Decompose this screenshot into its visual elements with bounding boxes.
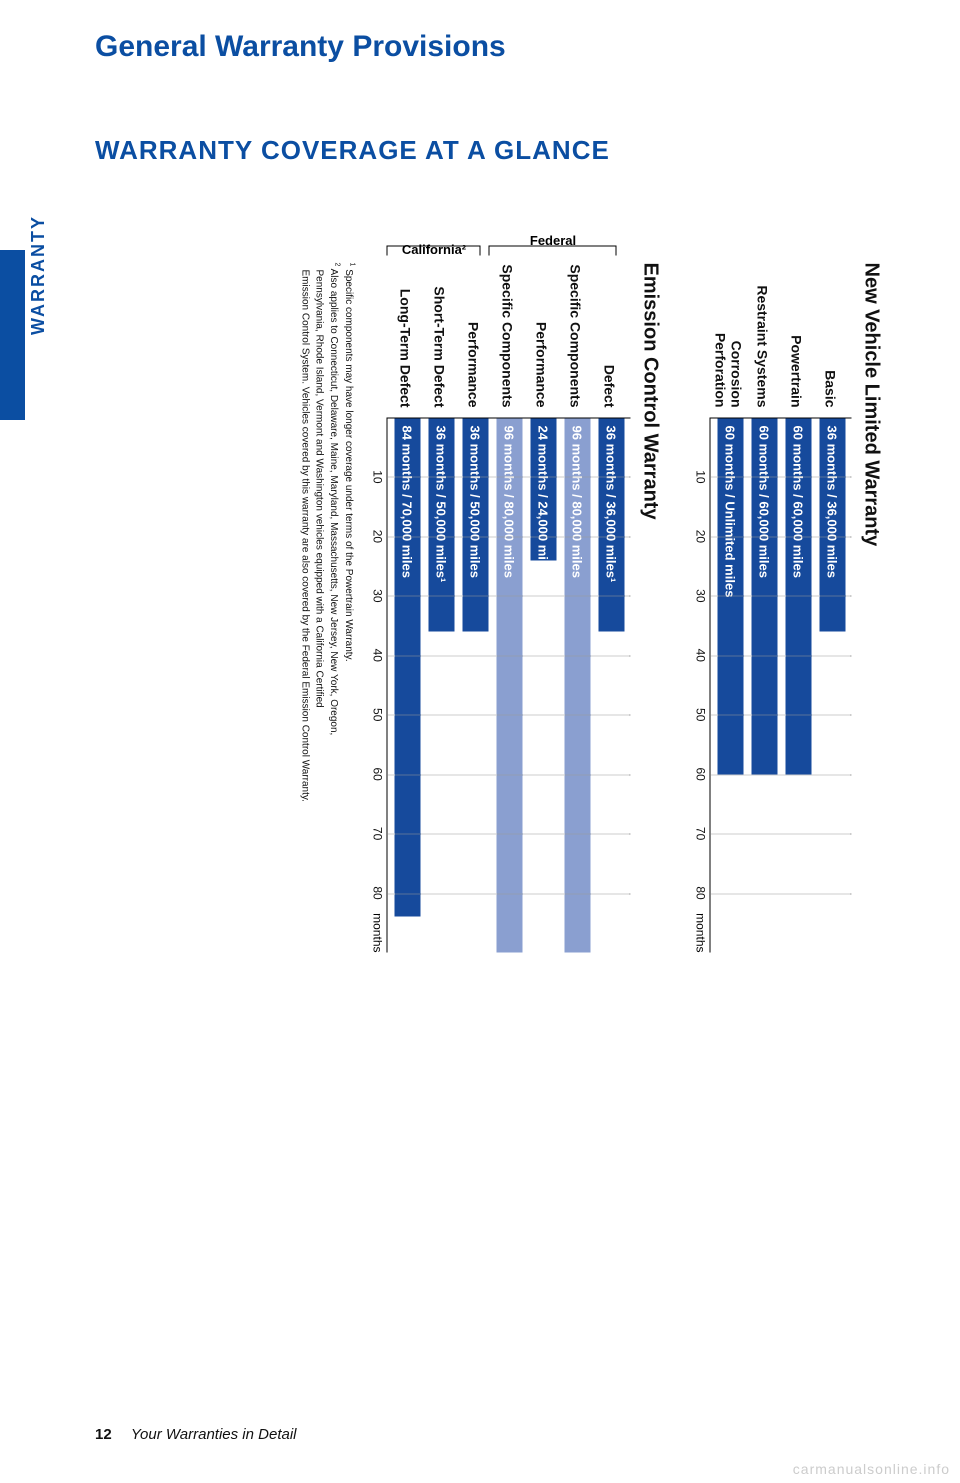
- tick-label: 20: [371, 530, 385, 543]
- bar: 96 months / 80,000 miles: [497, 418, 523, 953]
- row-label: Corrosion Perforation: [713, 263, 745, 418]
- chart2-title: Emission Control Warranty: [639, 263, 662, 1038]
- row-label: Performance: [466, 263, 482, 418]
- chart-row: Defect36 months / 36,000 miles¹: [595, 263, 625, 953]
- bar: 36 months / 36,000 miles¹: [599, 418, 625, 632]
- side-tab: [0, 250, 25, 420]
- chart-row: Specific Components96 months / 80,000 mi…: [493, 263, 523, 953]
- bar: 60 months / 60,000 miles: [786, 418, 812, 775]
- tick-label: 30: [694, 589, 708, 602]
- row-label: Powertrain: [789, 263, 805, 418]
- row-label: Long-Term Defect: [398, 263, 414, 418]
- tick-label: 60: [694, 767, 708, 780]
- tick-label: 70: [371, 827, 385, 840]
- chart2: FederalCalifornia² Defect36 months / 36,…: [369, 263, 631, 953]
- fn1: Specific components may have longer cove…: [343, 269, 354, 661]
- chart-row: Short-Term Defect36 months / 50,000 mile…: [425, 263, 455, 953]
- bar: 36 months / 36,000 miles: [820, 418, 846, 632]
- row-label: Specific Components: [500, 263, 516, 418]
- bar: 60 months / 60,000 miles: [752, 418, 778, 775]
- tick-label: 70: [694, 827, 708, 840]
- tick-label: 80: [371, 886, 385, 899]
- axis-unit: months: [694, 913, 708, 952]
- chart-row: Basic36 months / 36,000 miles: [816, 263, 846, 953]
- chart-row: Specific Components96 months / 80,000 mi…: [561, 263, 591, 953]
- fn2b: Pennsylvania, Rhode Island, Vermont and …: [314, 270, 325, 708]
- row-label: Performance: [534, 263, 550, 418]
- tick-label: 10: [694, 470, 708, 483]
- bar: 60 months / Unlimited miles: [718, 418, 744, 775]
- chart-row: Restraint Systems60 months / 60,000 mile…: [748, 263, 778, 953]
- fn2a: Also applies to Connecticut, Delaware, M…: [328, 269, 339, 736]
- tick-label: 50: [371, 708, 385, 721]
- fn2-sup: 2: [333, 263, 340, 267]
- bracket-label: Federal: [530, 233, 576, 248]
- footnotes: 1 Specific components may have longer co…: [298, 263, 357, 953]
- tick-label: 80: [694, 886, 708, 899]
- chart-row: Performance24 months / 24,000 miles: [527, 263, 557, 953]
- tick-label: 30: [371, 589, 385, 602]
- page-title: General Warranty Provisions: [95, 30, 506, 64]
- bar: 24 months / 24,000 miles: [531, 418, 557, 561]
- tick-label: 40: [371, 649, 385, 662]
- row-label: Basic: [823, 263, 839, 418]
- tick-label: 60: [371, 767, 385, 780]
- chart1-title: New Vehicle Limited Warranty: [860, 263, 883, 1038]
- footer-title: Your Warranties in Detail: [131, 1426, 297, 1443]
- row-label: Defect: [602, 263, 618, 418]
- side-tab-label: WARRANTY: [28, 215, 49, 335]
- tick-label: 40: [694, 649, 708, 662]
- page-footer: 12 Your Warranties in Detail: [95, 1426, 297, 1443]
- fn2c: Emission Control System. Vehicles covere…: [300, 270, 311, 802]
- chart-row: Powertrain60 months / 60,000 miles: [782, 263, 812, 953]
- section-title: WARRANTY COVERAGE AT A GLANCE: [95, 135, 610, 166]
- row-label: Specific Components: [568, 263, 584, 418]
- tick-label: 10: [371, 470, 385, 483]
- row-label: Restraint Systems: [755, 263, 771, 418]
- bar: 36 months / 50,000 miles: [463, 418, 489, 632]
- axis-unit: months: [371, 913, 385, 952]
- chart-row: Corrosion Perforation60 months / Unlimit…: [714, 263, 744, 953]
- bar: 84 months / 70,000 miles: [395, 418, 421, 917]
- chart1: Basic36 months / 36,000 milesPowertrain6…: [692, 263, 852, 953]
- charts-container: New Vehicle Limited Warranty Basic36 mon…: [83, 263, 883, 1038]
- page-number: 12: [95, 1426, 112, 1443]
- bracket-label: California²: [402, 242, 466, 257]
- row-label: Short-Term Defect: [432, 263, 448, 418]
- chart-row: Performance36 months / 50,000 miles: [459, 263, 489, 953]
- fn1-sup: 1: [349, 263, 356, 267]
- chart-row: Long-Term Defect84 months / 70,000 miles: [391, 263, 421, 953]
- watermark: carmanualsonline.info: [793, 1461, 950, 1477]
- tick-label: 20: [694, 530, 708, 543]
- bar: 36 months / 50,000 miles¹: [429, 418, 455, 632]
- bar: 96 months / 80,000 miles: [565, 418, 591, 953]
- tick-label: 50: [694, 708, 708, 721]
